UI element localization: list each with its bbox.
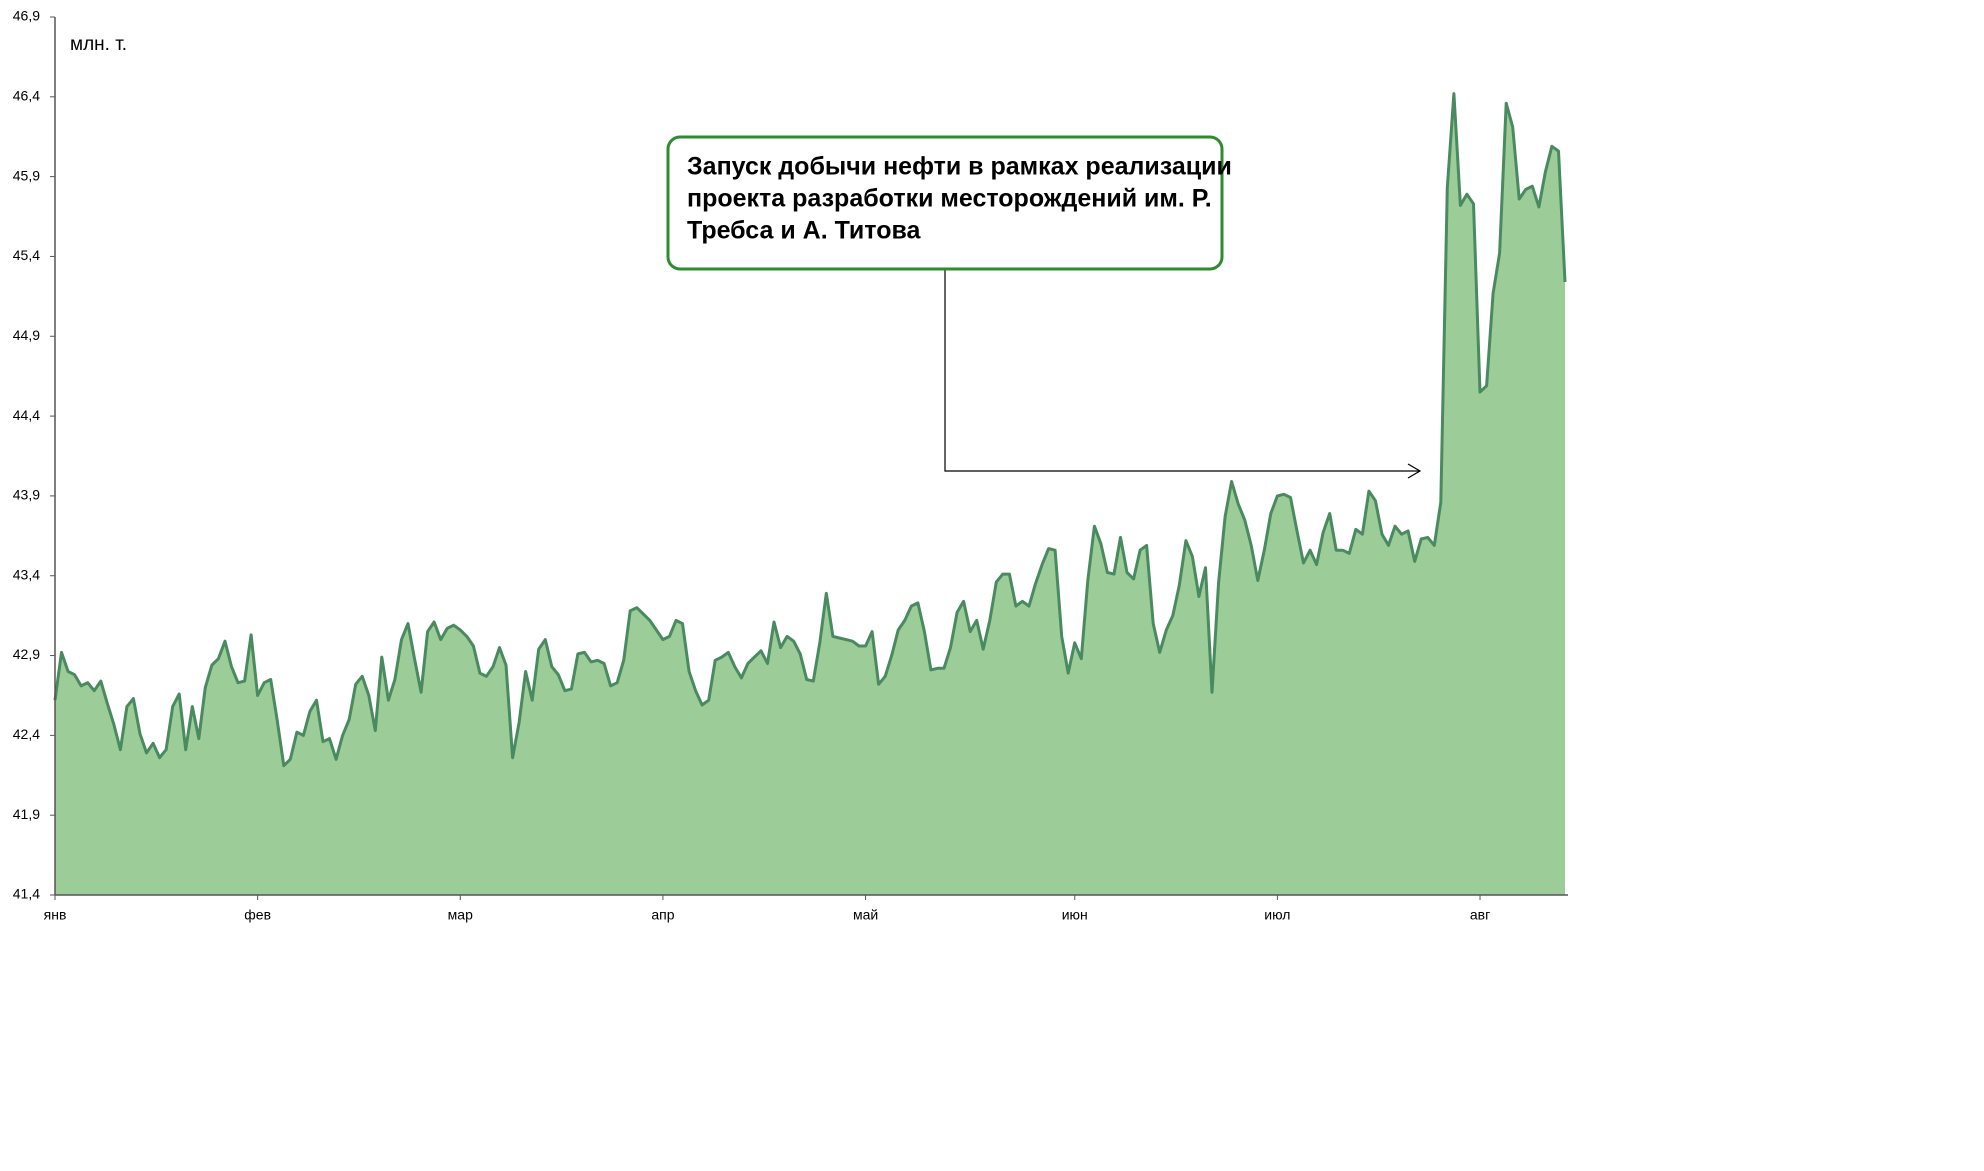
x-tick-label: июн bbox=[1062, 907, 1088, 923]
y-tick-label: 43,9 bbox=[13, 487, 40, 503]
x-tick-label: авг bbox=[1470, 907, 1490, 923]
y-tick-label: 45,4 bbox=[13, 247, 40, 263]
y-tick-label: 44,4 bbox=[13, 407, 40, 423]
annotation-text: Запуск добычи нефти в рамках реализации bbox=[687, 153, 1232, 181]
x-tick-label: фев bbox=[244, 907, 271, 923]
area bbox=[55, 93, 1565, 896]
x-tick-label: май bbox=[853, 907, 878, 923]
y-tick-label: 43,4 bbox=[13, 566, 40, 582]
x-tick-label: янв bbox=[44, 907, 67, 923]
y-tick-label: 44,9 bbox=[13, 327, 40, 343]
unit-label: млн. т. bbox=[70, 34, 127, 55]
y-tick-label: 41,9 bbox=[13, 806, 40, 822]
annotation-text: проекта разработки месторождений им. Р. bbox=[687, 185, 1212, 213]
y-tick-label: 46,4 bbox=[13, 88, 40, 104]
x-tick-label: апр bbox=[651, 907, 674, 923]
line bbox=[53, 92, 1567, 768]
connector bbox=[944, 269, 1420, 472]
arrow-head bbox=[1407, 463, 1422, 479]
annotation-text: Требса и А. Титова bbox=[687, 217, 922, 245]
x-tick-label: мар bbox=[448, 907, 473, 923]
y-tick-label: 42,9 bbox=[13, 646, 40, 662]
y-tick-label: 41,4 bbox=[13, 886, 40, 902]
y-tick-label: 46,9 bbox=[13, 8, 40, 24]
y-tick-label: 42,4 bbox=[13, 726, 40, 742]
annotation-box bbox=[666, 135, 1224, 271]
y-tick-label: 45,9 bbox=[13, 167, 40, 183]
x-tick-label: июл bbox=[1264, 907, 1290, 923]
